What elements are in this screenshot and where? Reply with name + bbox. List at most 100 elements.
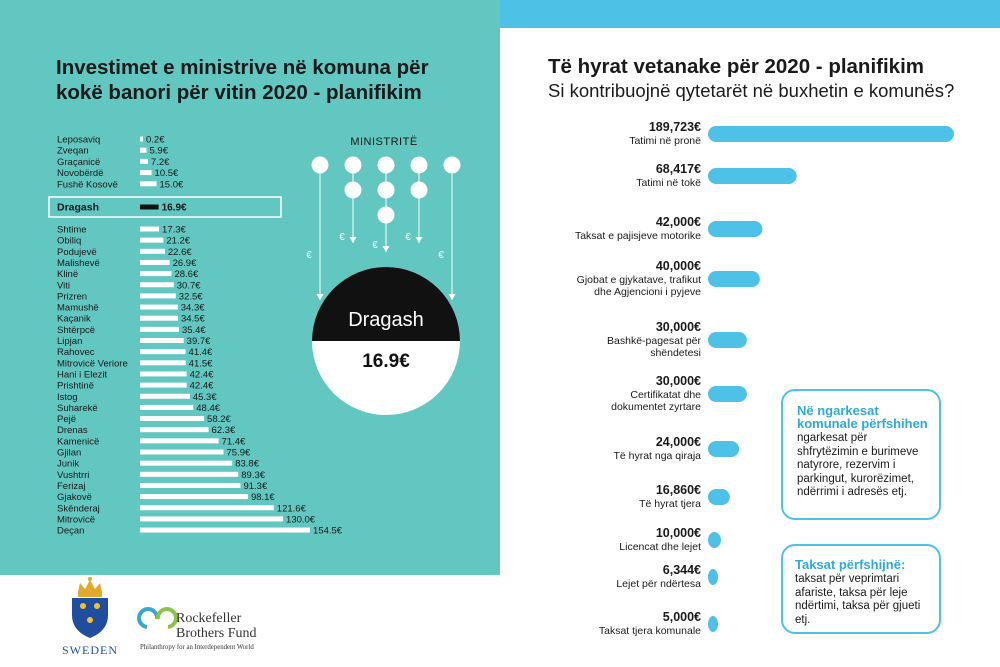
left-value-label: 121.6€ (277, 503, 307, 514)
left-category-label: Drenas (57, 425, 88, 436)
left-bar (140, 259, 170, 265)
left-category-label: Leposaviq (57, 135, 100, 146)
revenue-bar (708, 489, 730, 505)
left-category-label: Klinë (57, 269, 78, 280)
left-category-label: Ferizaj (57, 481, 86, 492)
left-value-label: 10.5€ (155, 168, 179, 179)
revenue-category-label: Taksat e pajisjeve motorike (575, 230, 701, 242)
ministry-node (410, 181, 428, 199)
left-value-label: 75.9€ (227, 448, 251, 459)
info-box-municipal-charges-body: ngarkesat për shfrytëzimin e burimeve na… (797, 432, 919, 498)
revenue-bar (708, 126, 954, 142)
left-category-label: Lipjan (57, 336, 82, 347)
left-bar (140, 449, 224, 455)
revenue-category-label: Taksat tjera komunale (599, 625, 701, 637)
left-category-label: Vushtrri (57, 470, 89, 481)
info-box-taxes-title: Taksat përfshijnë: (795, 557, 906, 572)
left-bar (140, 282, 174, 288)
left-bar (140, 158, 148, 164)
revenue-value-label: 10,000€ (656, 526, 701, 540)
rbf-logo: Rockefeller Brothers Fund Philanthropy f… (137, 607, 257, 651)
left-value-label: 0.2€ (146, 135, 165, 146)
left-bar (140, 360, 186, 366)
euro-symbol: € (405, 232, 411, 243)
rbf-name-line2: Brothers Fund (176, 626, 257, 641)
revenue-bar (708, 569, 718, 585)
left-category-label: Mamushë (57, 303, 99, 314)
left-category-label: Hani i Elezit (57, 369, 108, 380)
revenue-value-label: 30,000€ (656, 320, 701, 334)
left-bar (140, 170, 152, 176)
left-value-label: 154.5€ (313, 526, 343, 537)
left-value-label: 71.4€ (222, 436, 246, 447)
ministry-node (410, 156, 428, 174)
left-category-label: Fushë Kosovë (57, 179, 118, 190)
left-category-label: Gjakovë (57, 492, 92, 503)
left-value-label: 21.2€ (166, 236, 190, 247)
arrow-head-icon (316, 294, 324, 300)
left-bar (140, 505, 274, 511)
left-category-label: Obiliq (57, 236, 81, 247)
top-accent-strip (500, 0, 1000, 28)
euro-symbol: € (438, 250, 444, 261)
ministry-node (311, 156, 329, 174)
euro-symbol: € (339, 232, 345, 243)
left-value-label: 22.6€ (168, 247, 192, 258)
left-value-label: 98.1€ (251, 492, 275, 503)
ministry-node (377, 181, 395, 199)
left-value-label: 30.7€ (177, 280, 201, 291)
left-category-label: Junik (57, 459, 79, 470)
left-category-label: Pejë (57, 414, 76, 425)
revenue-category-label: Licencat dhe lejet (619, 541, 701, 553)
left-category-label: Viti (57, 280, 70, 291)
left-category-label: Rahovec (57, 347, 95, 358)
municipality-investment-chart: Leposaviq 0.2€ Zveqan 5.9€ Graçanicë 7.2€ Novo… (48, 135, 343, 537)
left-value-label: 15.0€ (160, 179, 184, 190)
left-bar (140, 438, 219, 444)
revenue-bar (708, 441, 740, 457)
dragash-circle-top (312, 267, 460, 341)
right-chart-title: Të hyrat vetanake për 2020 - planifikim (548, 55, 924, 78)
left-bar (140, 304, 178, 310)
ministry-node (377, 156, 395, 174)
left-bar (140, 494, 248, 500)
left-bar (140, 471, 239, 477)
left-value-label: 89.3€ (241, 470, 265, 481)
left-category-label: Shtime (57, 225, 87, 236)
ministry-node (377, 206, 395, 224)
revenue-category-label: Bashkë-pagesat për shëndetesi (607, 335, 701, 359)
left-value-label: 45.3€ (193, 392, 217, 403)
left-value-label: 42.4€ (190, 381, 214, 392)
left-category-label: Graçanicë (57, 157, 100, 168)
left-category-label: Istog (57, 392, 78, 403)
rbf-loop-icon (137, 607, 178, 629)
left-category-label: Skënderaj (57, 503, 100, 514)
left-value-label: 41.5€ (189, 358, 213, 369)
left-bar (140, 338, 184, 343)
crown-icon (78, 577, 102, 597)
left-bar (140, 248, 165, 254)
left-value-label: 28.6€ (174, 269, 198, 280)
left-category-label: Prizren (57, 291, 87, 302)
left-category-label: Zveqan (57, 146, 89, 157)
info-box-municipal-charges: Në ngarkesat komunale përfshihen ngarkes… (781, 389, 941, 520)
footer-logos: SWEDEN Rockefeller Brothers Fund Philant… (62, 577, 257, 657)
ministry-node (443, 156, 461, 174)
left-category-label: Dragash (57, 202, 99, 214)
euro-symbol: € (372, 240, 378, 251)
left-bar (140, 427, 209, 433)
shield-icon (72, 598, 108, 638)
left-category-label: Suharekë (57, 403, 98, 414)
left-value-label: 26.9€ (173, 258, 197, 269)
left-bar (140, 271, 172, 277)
left-bar (140, 136, 143, 142)
left-bar (140, 416, 205, 422)
revenue-bar (708, 386, 747, 402)
revenue-bar (708, 532, 721, 548)
left-category-label: Mitrovicë (57, 514, 95, 525)
revenue-bar (708, 332, 747, 348)
left-bar (140, 382, 187, 388)
left-value-label: 34.5€ (181, 314, 205, 325)
left-category-label: Mitrovicë Veriore (57, 358, 128, 369)
